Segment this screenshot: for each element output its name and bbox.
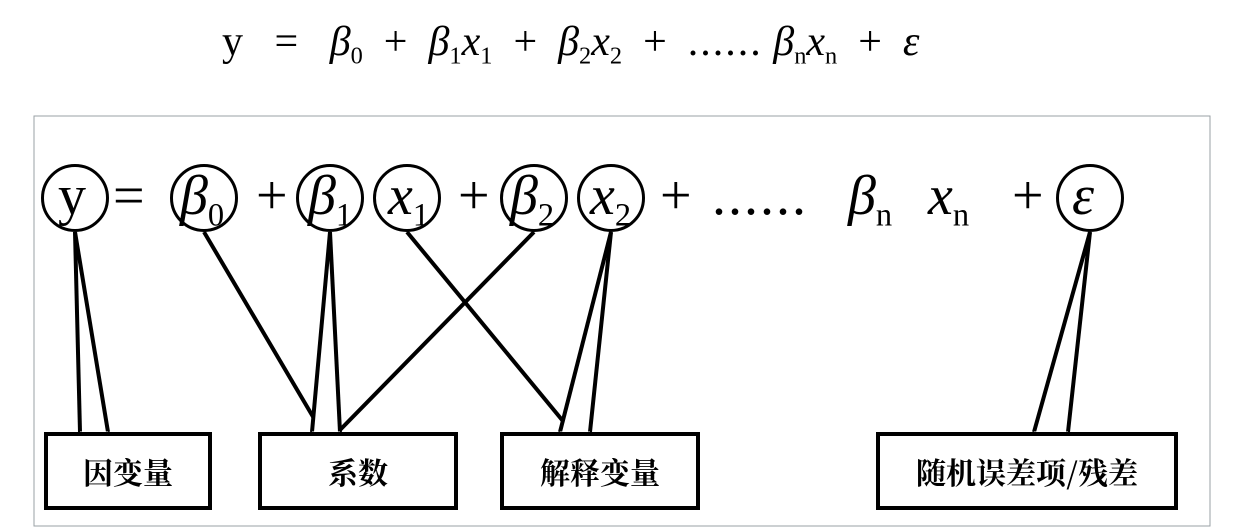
- callout-dependent: 因变量: [44, 432, 212, 510]
- callout-coefficient: 系数: [258, 432, 458, 510]
- circle-y: [41, 164, 109, 232]
- eq-top-xn: x: [806, 19, 825, 65]
- circle-eps: [1056, 164, 1124, 232]
- eq-top-eps: ε: [903, 19, 920, 65]
- circle-b1: [296, 164, 364, 232]
- eq-top-betan: β: [773, 19, 794, 65]
- eq-mid-p4: +: [1012, 164, 1044, 228]
- eq-top-beta1: β: [428, 19, 449, 65]
- eq-top-beta0: β: [330, 19, 351, 65]
- callout-explanatory: 解释变量: [500, 432, 700, 510]
- circle-b2: [500, 164, 568, 232]
- eq-mid-eq: =: [113, 164, 145, 228]
- eq-mid-p2: +: [458, 164, 490, 228]
- eq-mid-p1: +: [256, 164, 288, 228]
- eq-top-y: y: [222, 19, 243, 65]
- circle-x1: [373, 164, 441, 232]
- circle-x2: [577, 164, 645, 232]
- eq-mid-dots: ......: [712, 164, 808, 228]
- diagram-canvas: y = β0 + β1x1 + β2x2 + ...... βnxn + ε y…: [0, 0, 1240, 532]
- circle-b0: [170, 164, 238, 232]
- eq-top-eq: =: [275, 19, 299, 65]
- eq-top-x1: x: [462, 19, 481, 65]
- eq-mid-xn: xn: [928, 164, 969, 234]
- eq-top-x2: x: [591, 19, 610, 65]
- eq-top-beta2: β: [558, 19, 579, 65]
- eq-top-dots: ......: [688, 19, 763, 65]
- eq-mid-bn: βn: [848, 164, 892, 234]
- equation-top: y = β0 + β1x1 + β2x2 + ...... βnxn + ε: [222, 18, 919, 71]
- eq-mid-p3: +: [660, 164, 692, 228]
- callout-error: 随机误差项/残差: [876, 432, 1178, 510]
